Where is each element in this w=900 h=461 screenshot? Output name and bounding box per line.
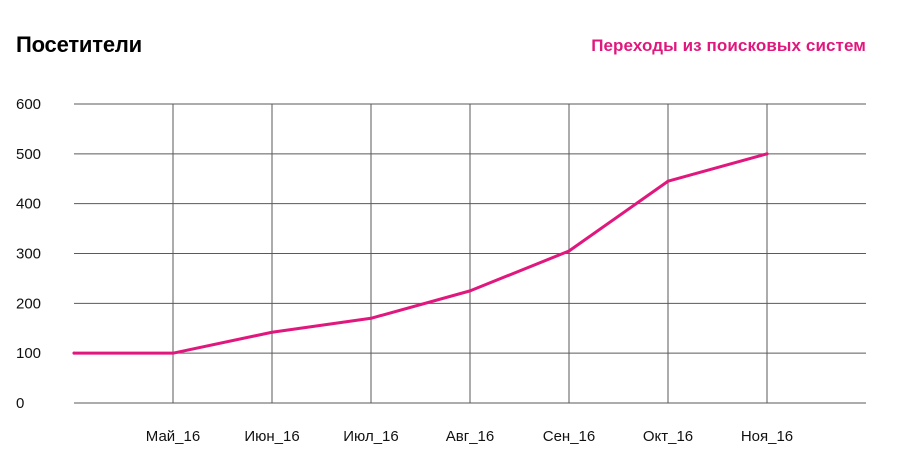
x-tick-label: Июл_16 [343, 428, 398, 445]
y-tick-label: 100 [16, 345, 41, 362]
data-point [567, 249, 571, 253]
series-group [72, 152, 769, 355]
data-point [72, 351, 76, 355]
y-axis-ticks: 0 100 200 300 400 500 600 [16, 96, 41, 412]
y-tick-label: 600 [16, 96, 41, 113]
data-point [369, 316, 373, 320]
series-legend-label: Переходы из поисковых систем [591, 36, 866, 55]
x-tick-label: Ноя_16 [741, 428, 793, 445]
data-point [468, 289, 472, 293]
chart-title: Посетители [16, 32, 142, 57]
data-point [171, 351, 175, 355]
x-tick-label: Май_16 [146, 428, 200, 445]
y-tick-label: 400 [16, 196, 41, 213]
x-tick-label: Окт_16 [643, 428, 693, 445]
x-axis-ticks: Май_16 Июн_16 Июл_16 Авг_16 Сен_16 Окт_16 Ноя_… [146, 428, 793, 445]
data-point [270, 330, 274, 334]
x-tick-label: Авг_16 [446, 428, 494, 445]
data-point [666, 179, 670, 183]
data-point [765, 152, 769, 156]
x-tick-label: Сен_16 [543, 428, 596, 445]
y-tick-label: 0 [16, 395, 24, 412]
y-tick-label: 300 [16, 246, 41, 263]
y-tick-label: 200 [16, 295, 41, 312]
x-tick-label: Июн_16 [244, 428, 299, 445]
series-line-0 [72, 152, 769, 355]
y-tick-label: 500 [16, 146, 41, 163]
